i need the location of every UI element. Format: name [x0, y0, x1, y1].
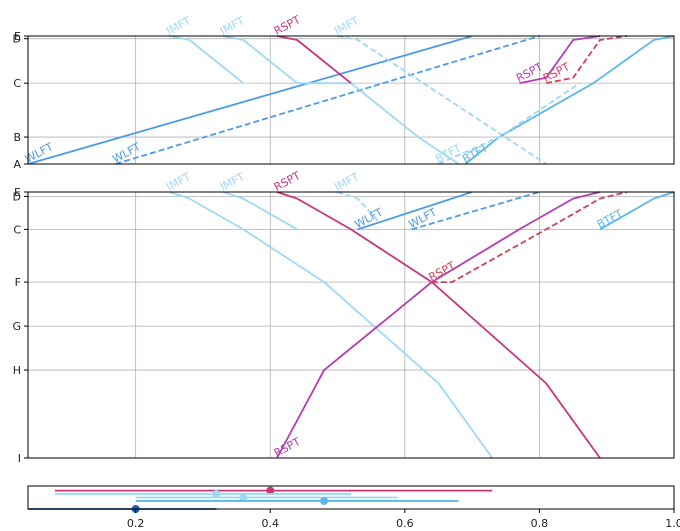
panel-0-series-line-9 — [438, 82, 581, 165]
panel-0-ytick-label-3: D — [13, 33, 21, 46]
panel-0-frame — [27, 35, 675, 165]
panel-1-series-label-4: WLFT — [353, 206, 386, 232]
panel-0-series-line-0 — [27, 35, 473, 165]
panel-1-series-label-5: WLFT — [406, 206, 439, 232]
panel-1-series-label-7: RSPT — [427, 259, 458, 284]
panel-0-ytick-label-4: E — [14, 30, 21, 43]
panel-1-series-label-2: RSPT — [272, 169, 303, 194]
xtick-label-4: 1.0 — [665, 517, 680, 530]
interval-point-1 — [212, 490, 221, 499]
panel-0-series-line-8 — [464, 35, 675, 165]
panel-0-series-label-9: BTFT — [433, 141, 463, 165]
panel-1-series-line-1 — [222, 191, 298, 231]
panel-0-ytick-label-1: B — [13, 131, 21, 144]
panel-0-series-label-3: IMFT — [218, 14, 247, 38]
panel-0-series-label-2: IMFT — [164, 14, 193, 38]
panel-0-series-line-2 — [169, 35, 244, 84]
panel-1-series-line-2 — [276, 191, 601, 459]
panel-1-series-label-1: IMFT — [218, 170, 247, 194]
panel-0-series-label-1: WLFT — [110, 140, 143, 166]
panel-1-frame — [27, 191, 675, 459]
panel-1-series-label-0: IMFT — [164, 170, 193, 194]
interval-point-2 — [239, 493, 248, 502]
panel-2-frame — [27, 485, 675, 510]
panel-0-series-line-6 — [519, 35, 601, 85]
panel-0-ytick-label-0: A — [13, 158, 21, 171]
panel-0-series-line-5 — [337, 35, 547, 165]
xtick-label-3: 0.8 — [531, 517, 549, 530]
panel-1-series-label-8: BTFT — [595, 207, 625, 231]
panel-0-series-label-4: RSPT — [272, 13, 303, 38]
panel-1-ytick-label-2: G — [12, 320, 21, 333]
panel-1-ytick-label-0: I — [18, 452, 21, 465]
panel-0-series-line-7 — [545, 35, 628, 85]
panel-1-series-line-4 — [357, 191, 473, 231]
xtick-label-2: 0.6 — [396, 517, 414, 530]
panel-1-series-line-6 — [276, 191, 601, 459]
panel-1-ytick-label-6: E — [14, 186, 21, 199]
panel-1-series-line-5 — [411, 191, 540, 231]
interval-point-0 — [266, 486, 275, 495]
xtick-label-1: 0.4 — [262, 517, 280, 530]
panel-1-ytick-label-4: C — [13, 223, 21, 236]
panel-0-series-line-1 — [115, 35, 540, 165]
panel-1-ytick-label-1: H — [13, 364, 21, 377]
panel-0-series-label-5: IMFT — [332, 14, 361, 38]
interval-point-3 — [320, 496, 329, 505]
panel-0-ytick-label-2: C — [13, 77, 21, 90]
panel-0-series-line-3 — [222, 35, 460, 165]
panel-1-series-line-0 — [169, 191, 494, 459]
panel-0-series-label-8: BTFT — [460, 141, 490, 165]
panel-1-ytick-label-3: F — [15, 276, 21, 289]
panel-1-series-line-3 — [337, 191, 379, 222]
xtick-label-0: 0.2 — [127, 517, 145, 530]
panel-1-series-line-8 — [599, 191, 675, 231]
panel-1-series-line-7 — [431, 191, 628, 284]
panel-1-series-label-3: IMFT — [332, 170, 361, 194]
panel-0-series-line-4 — [276, 35, 352, 84]
panel-1-ytick-label-5: D — [13, 190, 21, 203]
